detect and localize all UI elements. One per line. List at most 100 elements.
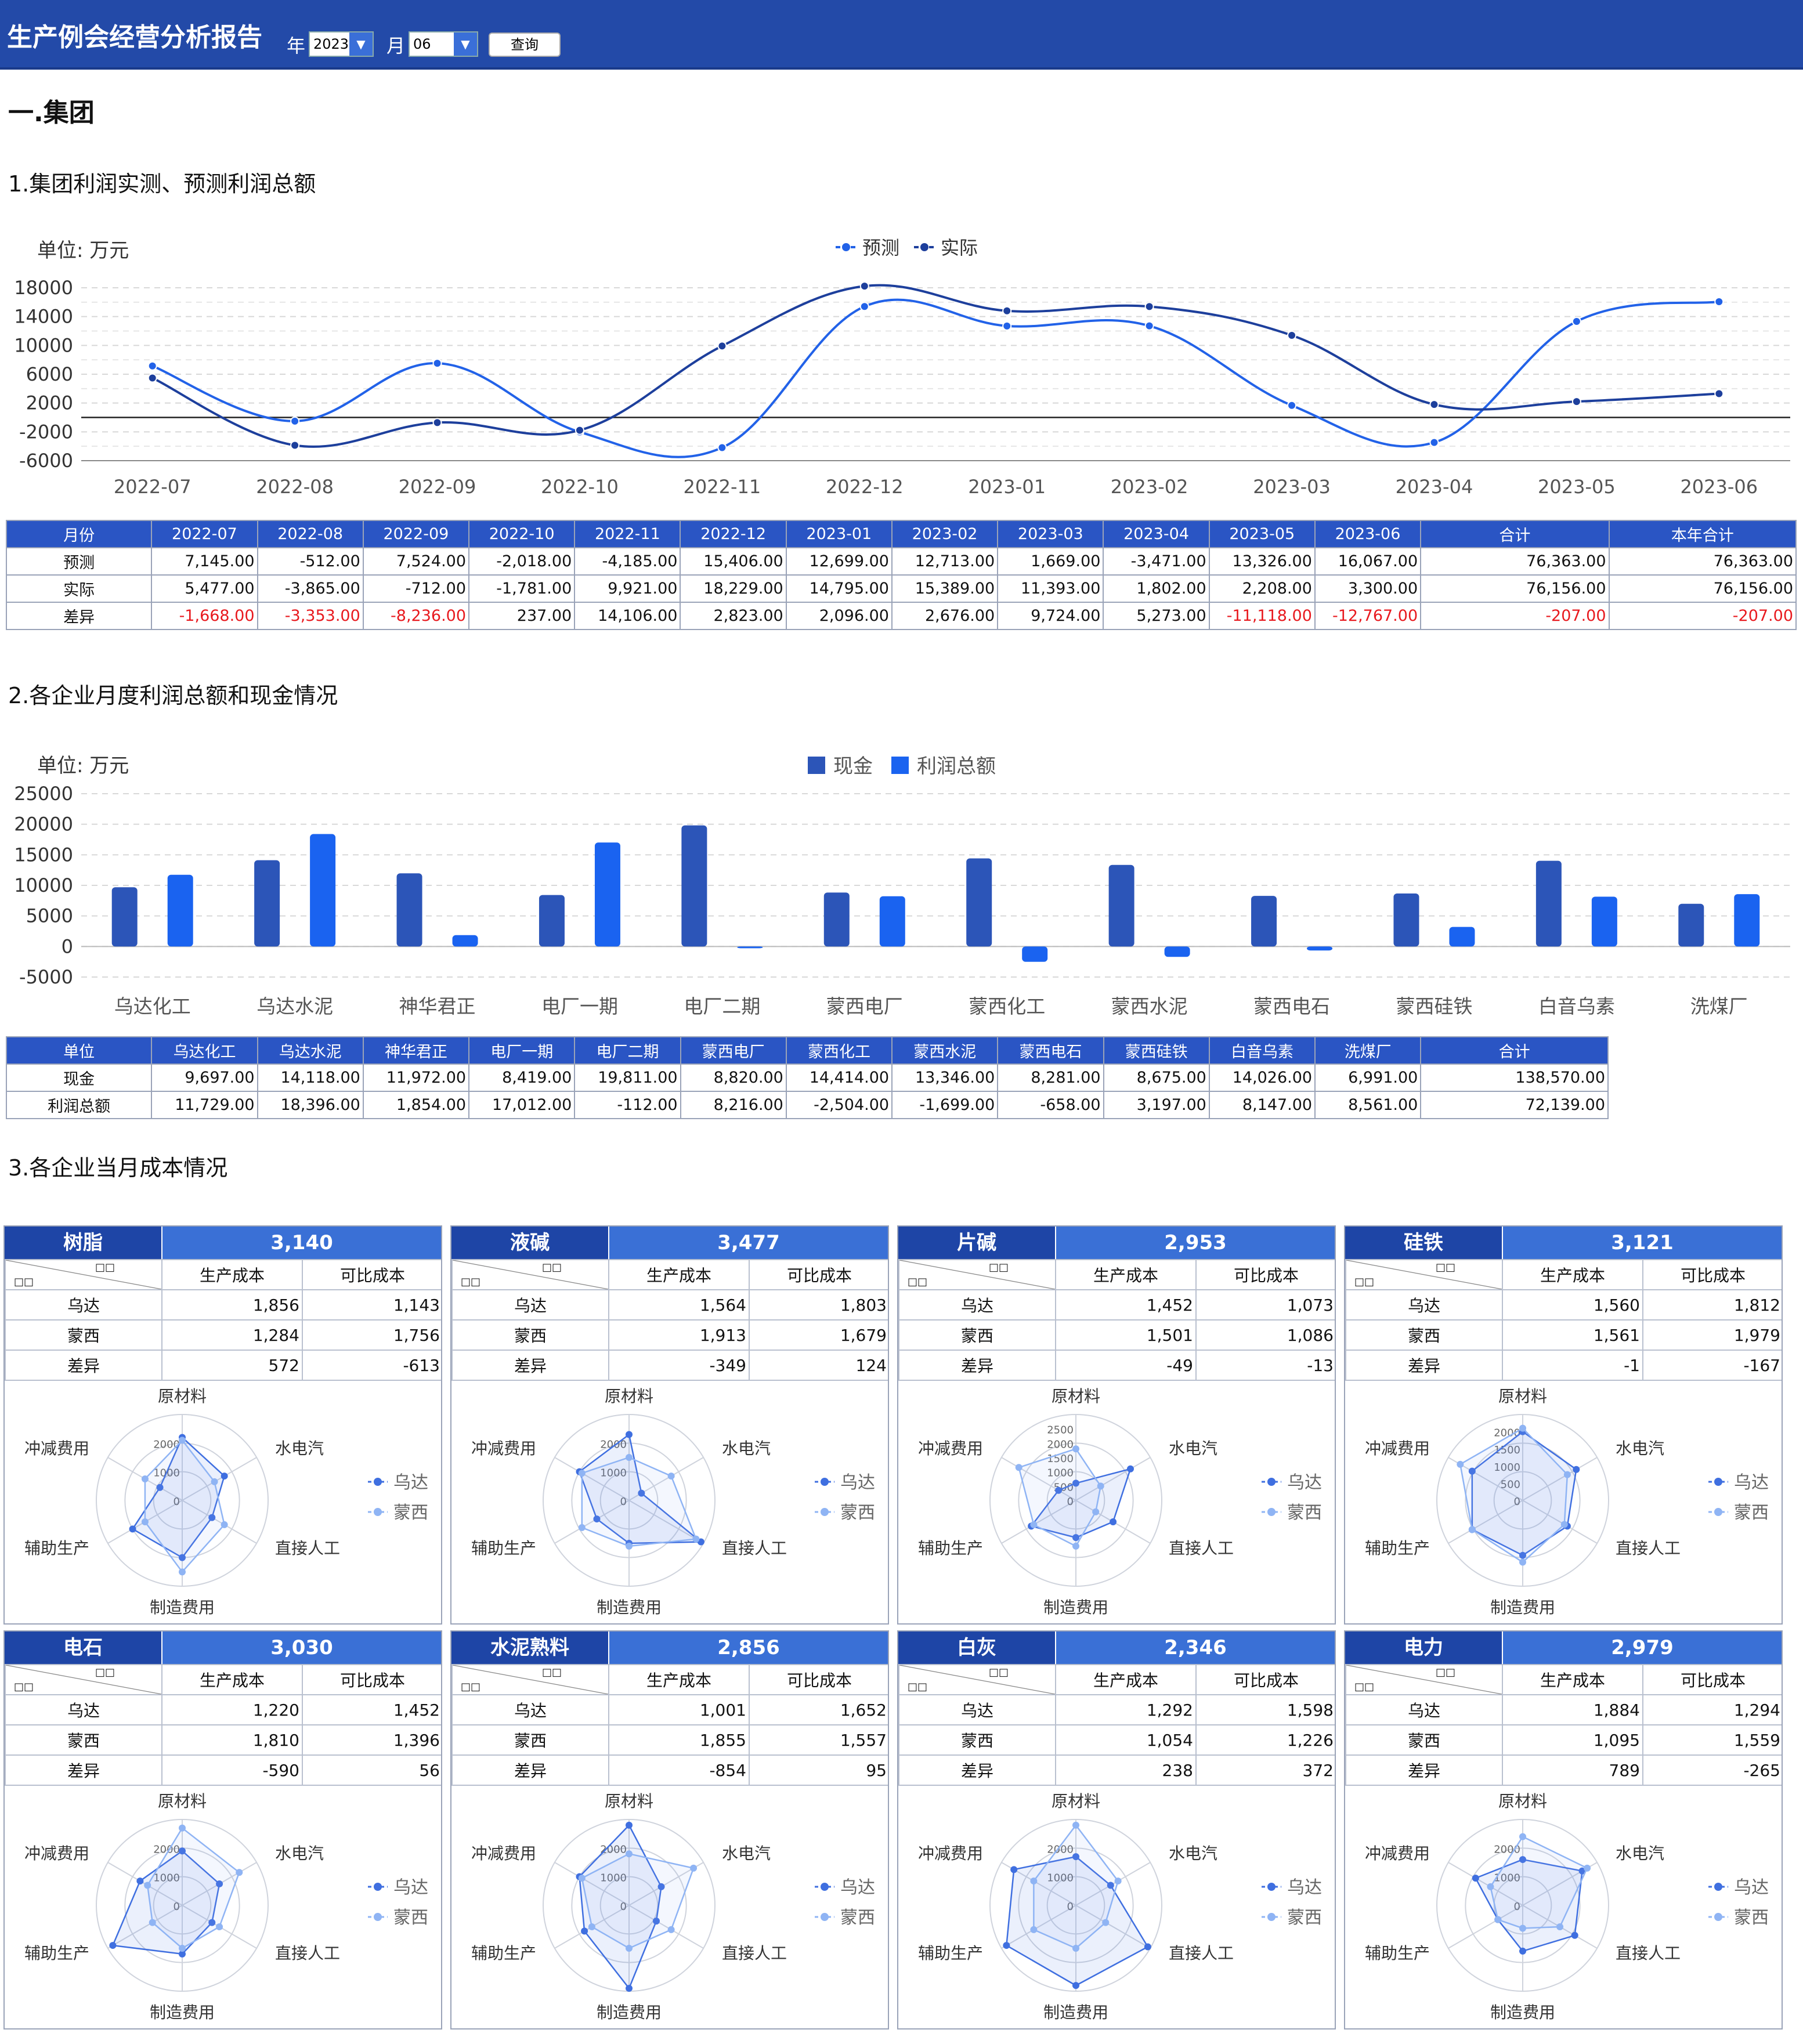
series-line-0 <box>151 298 1719 458</box>
table-cell: 1,396 <box>302 1724 441 1756</box>
cost-card: 液碱 3,477 □□ □□ 生产成本 可比成本 乌达 1,564 1,803 蒙西 1,913 1,… <box>450 1225 889 1625</box>
radar-point <box>581 1927 588 1935</box>
x-tick-label: 2022-11 <box>684 476 761 498</box>
radar-point <box>626 1431 633 1438</box>
radar-point <box>1072 1982 1079 1989</box>
x-tick-label: 乌达化工 <box>114 995 191 1018</box>
table-cell: 76,156.00 <box>1608 574 1797 603</box>
radar-axis-label: 制造费用 <box>1043 2003 1108 2022</box>
row-label: 差异 <box>898 1350 1056 1381</box>
table-cell: -8,236.00 <box>362 602 470 630</box>
y-tick-label: 10000 <box>14 334 73 356</box>
column-header: 可比成本 <box>749 1664 888 1695</box>
table-row: 差异 -1,668.00 -3,353.00 -8,236.00 237.00 14,10… <box>5 602 1797 630</box>
table-cell: 1,143 <box>302 1289 441 1321</box>
card-product-name: 硅铁 <box>1345 1227 1502 1259</box>
x-tick-label: 白音乌素 <box>1538 995 1615 1018</box>
table-cell: 1,073 <box>1195 1289 1335 1321</box>
radar-point <box>216 1880 223 1887</box>
radar-point <box>1584 1864 1591 1872</box>
radar-axis-label: 冲减费用 <box>24 1844 89 1863</box>
legend-label: 蒙西 <box>1734 1908 1769 1928</box>
row-label: 差异 <box>5 1754 162 1786</box>
column-header: 合计 <box>1420 1036 1609 1065</box>
radar-point <box>236 1869 243 1876</box>
radar-point <box>1110 1518 1117 1525</box>
table-row: 差异 -1 -167 <box>1345 1350 1782 1381</box>
radar-spoke <box>107 1905 183 1949</box>
radar-point <box>657 1883 665 1890</box>
radar-point <box>221 1473 228 1480</box>
diag-bottom-label: □□ <box>1354 1681 1375 1693</box>
radar-point <box>1015 1464 1022 1471</box>
row-label: 预测 <box>5 547 153 576</box>
radar-axis-label: 制造费用 <box>150 2003 215 2022</box>
radar-spoke <box>1075 1905 1151 1949</box>
bar-cash <box>396 873 422 947</box>
radar-tick-label: 1000 <box>1047 1872 1074 1884</box>
table-cell: 1,652 <box>749 1694 888 1725</box>
radar-spoke <box>1448 1905 1523 1949</box>
data-point <box>1287 400 1297 410</box>
radar-point <box>578 1470 586 1477</box>
radar-spoke <box>1522 1500 1598 1544</box>
table-row: 蒙西 1,561 1,979 <box>1345 1319 1782 1351</box>
radar-axis-label: 直接人工 <box>1169 1944 1234 1963</box>
data-point <box>147 361 157 371</box>
query-button[interactable]: 查询 <box>489 32 561 57</box>
table-cell: 1,095 <box>1502 1724 1643 1756</box>
chevron-down-icon[interactable]: ▼ <box>349 32 373 56</box>
radar-axis-label: 直接人工 <box>1616 1539 1681 1558</box>
card-product-value: 2,953 <box>1056 1227 1335 1259</box>
chevron-down-icon[interactable]: ▼ <box>454 32 477 56</box>
radar-point <box>1468 1526 1476 1533</box>
x-tick-label: 蒙西电石 <box>1253 995 1330 1018</box>
radar-point <box>1573 1466 1580 1473</box>
diag-top-label: □□ <box>988 1261 1009 1274</box>
x-tick-label: 2023-06 <box>1680 476 1758 498</box>
month-select[interactable]: 06 ▼ <box>409 31 478 57</box>
table-cell: -207.00 <box>1420 602 1610 630</box>
legend-label: 蒙西 <box>840 1503 875 1523</box>
data-point <box>1287 331 1297 341</box>
card-header: 树脂 3,140 <box>5 1227 441 1259</box>
radar-point <box>109 1942 117 1949</box>
radar-point <box>1563 1471 1571 1478</box>
diagonal-header-cell: □□ □□ <box>451 1664 609 1695</box>
card-table: □□ □□ 生产成本 可比成本 乌达 1,220 1,452 蒙西 1,810 1,396 差异 -5… <box>5 1664 441 1786</box>
card-header: 液碱 3,477 <box>451 1227 888 1259</box>
legend-marker <box>821 1913 829 1921</box>
bar-profit <box>310 834 336 947</box>
table-row: 蒙西 1,284 1,756 <box>5 1319 441 1351</box>
card-product-value: 2,979 <box>1503 1631 1782 1664</box>
radar-tick-label: 0 <box>620 1901 627 1913</box>
diag-bottom-label: □□ <box>1354 1276 1375 1288</box>
table-cell: 1,803 <box>749 1289 888 1321</box>
radar-axis-label: 制造费用 <box>597 1598 662 1617</box>
table-cell: 7,145.00 <box>151 547 258 576</box>
y-tick-label: 20000 <box>14 813 73 835</box>
table-cell: 15,406.00 <box>680 547 787 576</box>
x-tick-label: 电厂一期 <box>541 995 618 1018</box>
radar-point <box>1030 1521 1038 1528</box>
table-cell: 6,991.00 <box>1314 1063 1422 1092</box>
radar-point <box>179 1554 186 1561</box>
radar-point <box>578 1875 586 1882</box>
bar-profit <box>1307 946 1333 951</box>
bar-profit <box>1449 927 1475 947</box>
table-cell: 9,921.00 <box>574 574 681 603</box>
x-tick-label: 蒙西硅铁 <box>1396 995 1472 1018</box>
table-cell: 16,067.00 <box>1314 547 1422 576</box>
card-product-name: 片碱 <box>898 1227 1055 1259</box>
legend-label: 蒙西 <box>393 1908 428 1928</box>
radar-spoke <box>1001 1500 1076 1544</box>
radar-tick-label: 0 <box>1514 1901 1520 1913</box>
year-select[interactable]: 2023 ▼ <box>309 31 374 57</box>
card-product-value: 3,030 <box>162 1631 441 1664</box>
radar-point <box>179 1945 186 1952</box>
radar-point <box>1494 1916 1502 1923</box>
data-point <box>290 440 300 450</box>
table-cell: 14,795.00 <box>785 574 893 603</box>
column-header: 生产成本 <box>608 1664 750 1695</box>
